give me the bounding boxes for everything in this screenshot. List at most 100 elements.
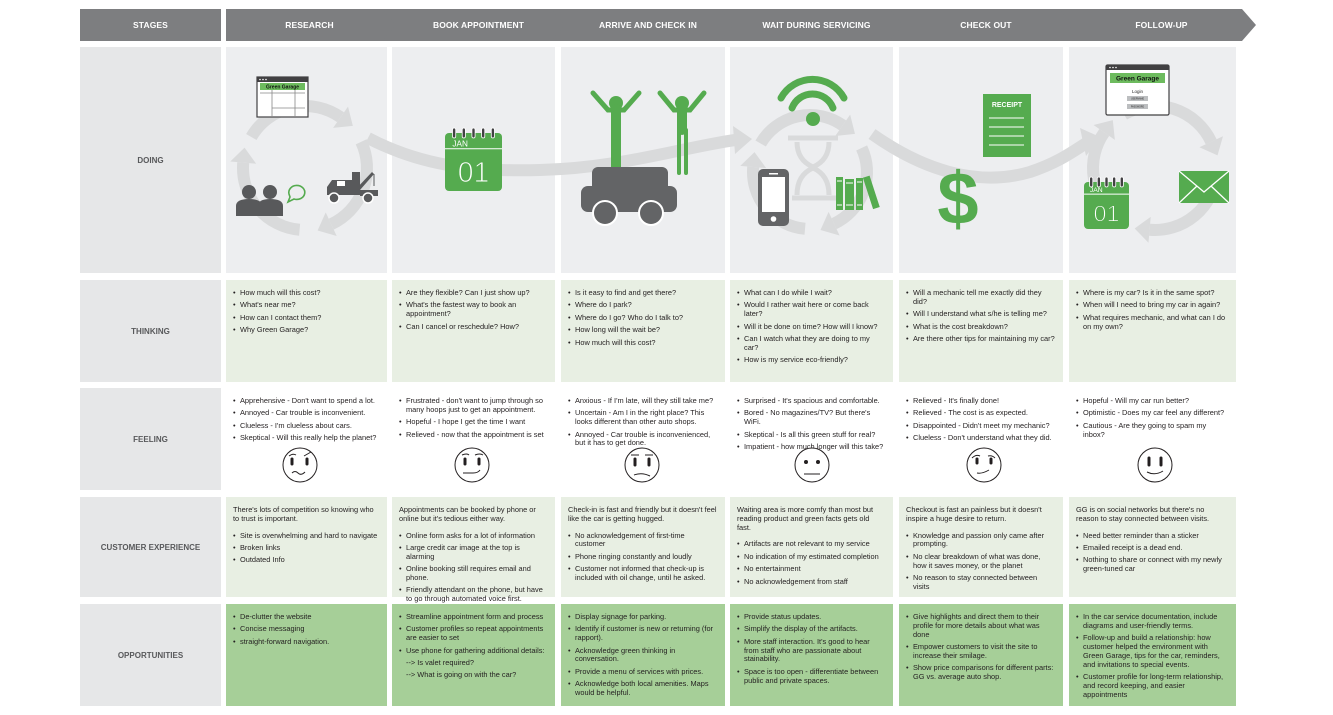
list-item: Skeptical - Will this really help the pl… [233, 433, 379, 443]
thinking-cell-arrive-and-check-in: Is it easy to find and get there? Where d… [561, 280, 725, 382]
row-label-cx: CUSTOMER EXPERIENCE [80, 497, 221, 597]
list-item: Site is overwhelming and hard to navigat… [233, 531, 379, 541]
list-item: Acknowledge green thinking in conversati… [568, 646, 717, 665]
list-item: Customer not informed that check-up is i… [568, 564, 717, 583]
list-item: Use phone for gathering additional detai… [399, 646, 547, 656]
list-item: Online form asks for a lot of informatio… [399, 531, 547, 541]
opportunities-cell-wait-during-servicing: Provide status updates. Simplify the disp… [730, 604, 893, 706]
opportunities-cell-arrive-and-check-in: Display signage for parking. Identify if … [561, 604, 725, 706]
cx-intro: Check-in is fast and friendly but it doe… [568, 505, 717, 523]
cx-cell-wait-during-servicing: Waiting area is more comfy than most but… [730, 497, 893, 597]
list-item: What is the cost breakdown? [906, 322, 1055, 332]
list-item: Cautious - Are they going to spam my inb… [1076, 421, 1228, 440]
stage-name: BOOK APPOINTMENT [432, 20, 524, 30]
list-item: Can I watch what they are doing to my ca… [737, 334, 885, 353]
cx-cell-follow-up: GG is on social networks but there's no … [1069, 497, 1236, 597]
list-item: Simplify the display of the artifacts. [737, 625, 885, 634]
list-item: More staff interaction. It's good to hea… [737, 637, 885, 664]
list-item: Uncertain - Am I in the right place? Thi… [568, 409, 717, 427]
feeling-cell-check-out: Relieved - It's finally done! Relieved - … [899, 388, 1063, 490]
list-item: Knowledge and passion only came after pr… [906, 531, 1055, 550]
list-item: Where do I go? Who do I talk to? [568, 313, 717, 323]
stage-header-book-appointment: BOOK APPOINTMENT [382, 9, 567, 41]
cx-cell-book-appointment: Appointments can be booked by phone or o… [392, 497, 555, 603]
list-item: How much will this cost? [568, 338, 717, 348]
stage-name: FOLLOW-UP [1135, 20, 1188, 30]
feeling-cell-wait-during-servicing: Surprised - It's spacious and comfortabl… [730, 388, 893, 490]
cx-intro: There's lots of competition so knowing w… [233, 505, 374, 523]
row-label-feeling: FEELING [80, 388, 221, 490]
feeling-cell-arrive-and-check-in: Anxious - If I'm late, will they still t… [561, 388, 725, 490]
list-item: Frustrated - don't want to jump through … [399, 396, 547, 415]
list-item: Display signage for parking. [568, 612, 717, 622]
list-item: Will it be done on time? How will I know… [737, 322, 885, 332]
list-item: --> Is valet required? [406, 657, 474, 667]
list-item: --> What is going on with the car? [406, 670, 517, 680]
thinking-cell-wait-during-servicing: What can I do while I wait? Would I rathe… [730, 280, 893, 382]
list-item: Skeptical - Is all this green stuff for … [737, 430, 885, 440]
list-item: Need better reminder than a sticker [1076, 531, 1228, 541]
doing-cell-follow-up [1069, 47, 1236, 273]
list-item: Artifacts are not relevant to my service [737, 540, 885, 549]
list-item: De-clutter the website [233, 612, 379, 622]
list-item: When will I need to bring my car in agai… [1076, 301, 1228, 310]
stage-header-check-out: CHECK OUT [889, 9, 1075, 41]
doing-cell-check-out [899, 47, 1063, 273]
list-item: Friendly attendant on the phone, but hav… [399, 586, 547, 604]
list-item: How can I contact them? [233, 313, 379, 323]
list-item: Streamline appointment form and process [399, 612, 547, 622]
doing-cell-research [226, 47, 387, 273]
list-item: How is my service eco-friendly? [737, 355, 885, 365]
list-item: No entertainment [737, 564, 885, 574]
list-item: What's near me? [233, 301, 379, 310]
list-item: How long will the wait be? [568, 325, 717, 335]
list-item: Bored - No magazines/TV? But there's WiF… [737, 409, 885, 427]
list-item: Provide a menu of services with prices. [568, 667, 717, 677]
list-item: Optimistic - Does my car feel any differ… [1076, 409, 1228, 418]
cx-cell-check-out: Checkout is fast an painless but it does… [899, 497, 1063, 597]
feeling-cell-book-appointment: Frustrated - don't want to jump through … [392, 388, 555, 490]
list-item: What's the fastest way to book an appoin… [399, 301, 547, 319]
list-item: Broken links [233, 543, 379, 553]
stage-name: ARRIVE AND CHECK IN [599, 20, 697, 30]
list-item: No indication of my estimated completion [737, 552, 885, 562]
list-item: Give highlights and direct them to their… [906, 612, 1055, 639]
row-label-opportunities: OPPORTUNITIES [80, 604, 221, 706]
list-item: Can I cancel or reschedule? How? [399, 322, 547, 332]
list-item: Nothing to share or connect with my newl… [1076, 556, 1228, 574]
list-item: Acknowledge both local amenities. Maps w… [568, 679, 717, 698]
stage-header-arrive-and-check-in: ARRIVE AND CHECK IN [551, 9, 737, 41]
list-item: Is it easy to find and get there? [568, 288, 717, 298]
list-item: Online booking still requires email and … [399, 564, 547, 583]
list-item: Where do I park? [568, 301, 717, 310]
cx-intro: Checkout is fast an painless but it does… [906, 505, 1042, 523]
list-item: Concise messaging [233, 625, 379, 634]
list-item: Identify if customer is new or returning… [568, 625, 717, 643]
list-item: No acknowledgement from staff [737, 577, 885, 587]
stages-header: STAGES [80, 9, 221, 41]
list-item: Provide status updates. [737, 612, 885, 622]
list-item: No reason to stay connected between visi… [906, 573, 1055, 592]
list-item: Relieved - It's finally done! [906, 396, 1055, 406]
opportunities-cell-research: De-clutter the website Concise messaging s… [226, 604, 387, 706]
list-item: No acknowledgement of first-time custome… [568, 531, 717, 550]
feeling-cell-research: Apprehensive - Don't want to spend a lot… [226, 388, 387, 490]
list-item: Hopeful - I hope I get the time I want [399, 417, 547, 427]
list-item: Phone ringing constantly and loudly [568, 552, 717, 562]
list-item: Are they flexible? Can I just show up? [399, 288, 547, 298]
thinking-cell-book-appointment: Are they flexible? Can I just show up? Wh… [392, 280, 555, 382]
list-item: Follow-up and build a relationship: how … [1076, 633, 1228, 669]
stage-header-wait-during-servicing: WAIT DURING SERVICING [720, 9, 905, 41]
list-item: Annoyed - Car trouble is inconvenienced,… [568, 430, 717, 449]
list-item: Anxious - If I'm late, will they still t… [568, 396, 717, 406]
list-item: Hopeful - Will my car run better? [1076, 396, 1228, 406]
cx-intro: Appointments can be booked by phone or o… [399, 505, 536, 523]
list-item: Customer profiles so repeat appointments… [399, 625, 547, 643]
list-item: Will a mechanic tell me exactly did they… [906, 288, 1055, 307]
list-item: What requires mechanic, and what can I d… [1076, 313, 1228, 332]
list-item: Space is too open - differentiate betwee… [737, 667, 885, 686]
list-item: Relieved - The cost is as expected. [906, 409, 1055, 418]
list-item: Emailed receipt is a dead end. [1076, 543, 1228, 553]
list-item: Show price comparisons for different par… [906, 663, 1055, 682]
list-item: What can I do while I wait? [737, 288, 885, 298]
